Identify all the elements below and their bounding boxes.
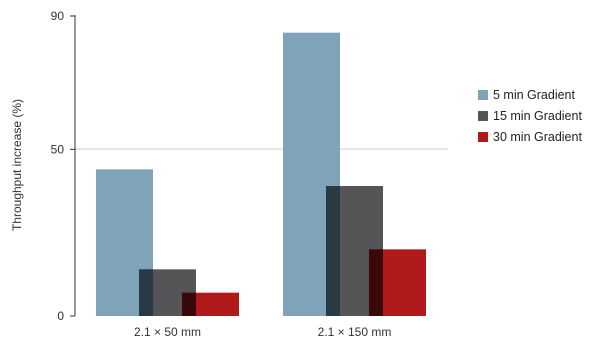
y-ticks-group: 0 50 90 [51,9,75,323]
legend-label-0: 5 min Gradient [493,88,576,102]
x-tick-label-0: 2.1 × 50 mm [134,325,201,339]
y-axis-title: Throughput increase (%) [10,99,24,231]
y-tick-label-90: 90 [51,9,65,23]
legend-swatch-0 [478,90,488,100]
bar-overlap-1-0 [139,269,153,316]
bar-overlap-2-0 [182,292,196,316]
y-tick-label-50: 50 [51,142,65,156]
y-tick-label-0: 0 [57,309,64,323]
legend-swatch-1 [478,111,488,121]
bar-overlap-2-1 [369,249,383,316]
bars-group [96,32,426,317]
x-tick-label-1: 2.1 × 150 mm [318,325,392,339]
legend-swatch-2 [478,132,488,142]
legend-label-2: 30 min Gradient [493,130,582,144]
bar-overlap-1-1 [326,186,340,316]
legend: 5 min Gradient 15 min Gradient 30 min Grad… [478,88,582,144]
legend-label-1: 15 min Gradient [493,109,582,123]
x-labels-group: 2.1 × 50 mm 2.1 × 150 mm [134,325,391,339]
bar-2-0 [182,292,239,316]
